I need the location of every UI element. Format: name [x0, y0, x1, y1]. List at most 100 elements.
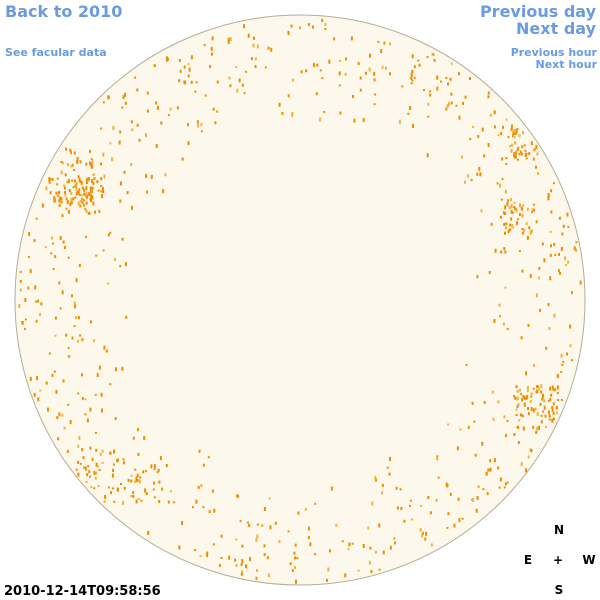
facula	[368, 560, 371, 565]
facula	[70, 197, 73, 202]
next-hour-link[interactable]: Next hour	[536, 58, 598, 71]
facula	[60, 197, 63, 200]
facula	[118, 140, 121, 145]
facula	[449, 77, 452, 81]
facula	[526, 394, 529, 399]
facula	[78, 264, 81, 267]
facula	[120, 181, 122, 186]
facula	[287, 530, 290, 533]
facula	[78, 194, 81, 196]
facula	[542, 395, 545, 399]
facula	[45, 381, 48, 385]
facula	[95, 448, 98, 452]
facula	[187, 141, 190, 146]
facula	[94, 432, 97, 434]
facula	[378, 568, 381, 571]
facula	[498, 486, 501, 489]
facula	[81, 448, 84, 452]
facula	[125, 315, 128, 319]
facula	[29, 376, 32, 381]
facula	[324, 28, 327, 31]
facula	[78, 188, 81, 192]
facular-link[interactable]: See facular data	[5, 46, 107, 59]
facula	[373, 103, 376, 106]
facula	[145, 470, 147, 473]
facula	[469, 138, 472, 140]
facula	[114, 417, 117, 421]
facula	[399, 488, 402, 491]
facula	[313, 63, 315, 68]
facula	[121, 366, 124, 371]
facula	[184, 80, 187, 85]
facula	[541, 242, 544, 246]
facula	[518, 388, 521, 392]
facula	[278, 102, 281, 107]
facula	[420, 504, 423, 507]
facula	[138, 497, 141, 500]
facula	[446, 483, 449, 488]
back-link[interactable]: Back to 2010	[5, 2, 122, 21]
facula	[84, 398, 87, 401]
facula	[204, 94, 207, 97]
facula	[539, 402, 542, 406]
facula	[528, 152, 531, 156]
facula	[91, 186, 94, 190]
facula	[505, 226, 507, 230]
facula	[487, 95, 490, 99]
facula	[513, 154, 515, 158]
facula	[515, 150, 517, 153]
previous-day-link[interactable]: Previous day	[480, 2, 597, 21]
facula	[494, 248, 497, 253]
facula	[375, 478, 377, 482]
facula	[218, 564, 221, 567]
facula	[504, 250, 507, 254]
facula	[554, 388, 557, 392]
facula	[61, 214, 64, 218]
facula	[530, 449, 533, 453]
facula	[53, 370, 56, 373]
facula	[516, 405, 519, 409]
facula	[512, 226, 515, 229]
facula	[252, 43, 255, 48]
facula	[187, 123, 189, 127]
facula	[96, 373, 99, 378]
facula	[112, 487, 115, 490]
facula	[522, 204, 525, 207]
facula	[241, 83, 244, 87]
facula	[537, 426, 540, 430]
facula	[144, 488, 146, 493]
facula	[550, 189, 553, 193]
facula	[110, 491, 112, 495]
facula	[187, 74, 190, 78]
facula	[54, 316, 57, 320]
facula	[202, 463, 205, 467]
facula	[464, 180, 466, 184]
facula	[88, 211, 91, 215]
facula	[95, 462, 98, 467]
facula	[152, 488, 155, 491]
facula	[114, 367, 117, 372]
facula	[113, 463, 115, 466]
facula	[161, 487, 164, 491]
facula	[295, 579, 297, 584]
facula	[548, 327, 551, 330]
facula	[556, 385, 559, 390]
facula	[165, 464, 168, 467]
facula	[235, 538, 238, 541]
facula	[246, 521, 249, 524]
facula	[63, 184, 66, 187]
facula	[81, 197, 84, 200]
previous-hour-link[interactable]: Previous hour	[511, 46, 598, 59]
facula	[91, 160, 94, 164]
facula	[520, 393, 523, 396]
facula	[82, 199, 85, 202]
facula	[518, 153, 521, 156]
facula	[519, 150, 522, 154]
facula	[323, 111, 326, 113]
facula	[503, 247, 506, 251]
facula	[493, 110, 496, 115]
next-day-link[interactable]: Next day	[516, 19, 597, 38]
facula	[212, 107, 215, 111]
facula	[77, 201, 80, 206]
facula	[529, 231, 532, 235]
